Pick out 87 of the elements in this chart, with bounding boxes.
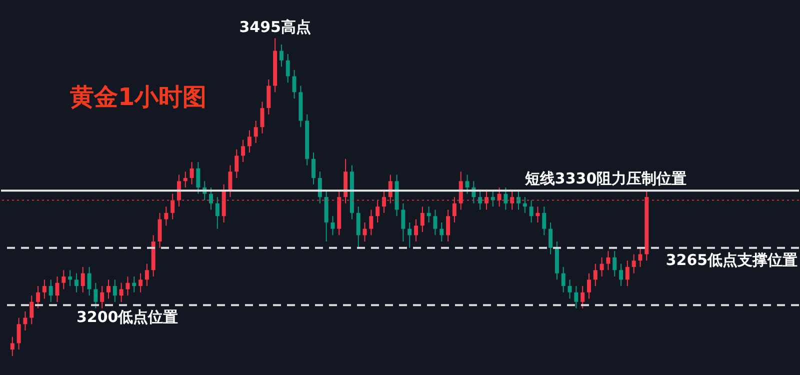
candlestick <box>190 162 194 185</box>
candlestick <box>170 193 175 220</box>
candlestick <box>376 200 380 223</box>
ref-line-label: 3200低点位置 <box>76 308 178 326</box>
candlestick <box>23 310 28 332</box>
candlestick <box>16 317 21 350</box>
candlestick <box>209 187 214 210</box>
candlestick <box>452 196 456 223</box>
candlestick <box>30 295 34 325</box>
annotation: 3495高点 <box>239 18 311 36</box>
candlestick <box>420 206 424 232</box>
candlestick <box>42 279 46 300</box>
candlestick <box>600 256 604 277</box>
candlestick <box>80 266 85 293</box>
candlestick <box>504 187 508 210</box>
candlestick <box>132 276 136 293</box>
candlestick <box>446 209 450 242</box>
ref-line-label: 3265低点支撑位置 <box>666 250 798 269</box>
candlestick <box>234 148 239 178</box>
candlestick <box>87 266 92 296</box>
candlestick <box>612 250 617 277</box>
candlestick <box>106 279 111 300</box>
candlestick <box>254 120 258 144</box>
candlestick <box>382 190 386 214</box>
candlestick <box>241 139 246 163</box>
candlestick <box>625 260 630 287</box>
candlestick <box>100 286 104 309</box>
candlestick <box>330 216 335 236</box>
candlestick <box>164 206 168 226</box>
candlestick <box>266 78 271 115</box>
candlestick <box>568 279 572 300</box>
candlestick <box>619 263 624 287</box>
candlestick <box>561 266 566 293</box>
candlestick <box>548 222 553 255</box>
candlestick <box>138 272 143 293</box>
ref-line-label: 短线3330阻力压制位置 <box>524 170 687 188</box>
candlestick <box>586 272 591 300</box>
candlestick <box>465 174 470 194</box>
candlestick <box>638 247 642 268</box>
candlestick <box>484 190 488 210</box>
candlestick <box>74 272 78 293</box>
candlestick <box>536 206 540 223</box>
candlestick <box>260 101 264 134</box>
candlestick <box>36 286 40 309</box>
candlestick <box>228 164 232 198</box>
candlestick <box>286 54 290 84</box>
candlestick <box>247 130 252 154</box>
candlestick <box>433 209 438 236</box>
candlestick <box>408 222 412 248</box>
candlestick <box>542 206 546 236</box>
candlestick <box>497 187 502 208</box>
candlestick <box>48 279 53 302</box>
candlestick <box>510 190 514 210</box>
candlestick <box>68 270 72 287</box>
candlestick <box>414 218 418 242</box>
candlestick <box>112 279 117 302</box>
candlestick <box>362 222 367 242</box>
candlestick <box>183 171 188 188</box>
candlestick <box>215 196 220 230</box>
candlestick <box>94 282 98 309</box>
candlestick <box>440 222 444 242</box>
candlestick <box>529 200 534 223</box>
candlestick <box>369 209 374 236</box>
candlestick <box>522 196 527 214</box>
candlestick <box>516 190 521 210</box>
candlestick <box>10 336 14 356</box>
candlestick <box>580 286 585 309</box>
candlestick <box>119 282 124 302</box>
candlestick <box>312 152 316 185</box>
candlestick <box>126 276 130 296</box>
candlestick <box>478 190 482 210</box>
candlestick <box>426 206 431 223</box>
candlestick <box>62 270 66 290</box>
candlestick <box>158 212 162 248</box>
candlestick <box>458 171 463 210</box>
text: 黄金1小时图 <box>69 83 207 111</box>
candlestick <box>632 254 636 274</box>
candlestick <box>196 162 200 194</box>
candlestick <box>401 202 406 242</box>
candlestick <box>574 286 578 309</box>
candlestick <box>279 44 284 68</box>
candlestick <box>606 250 610 271</box>
candlestick <box>144 263 149 287</box>
candlestick <box>55 276 60 302</box>
candlestick <box>292 69 296 100</box>
candlestick <box>356 206 360 248</box>
candlestick <box>593 263 598 287</box>
